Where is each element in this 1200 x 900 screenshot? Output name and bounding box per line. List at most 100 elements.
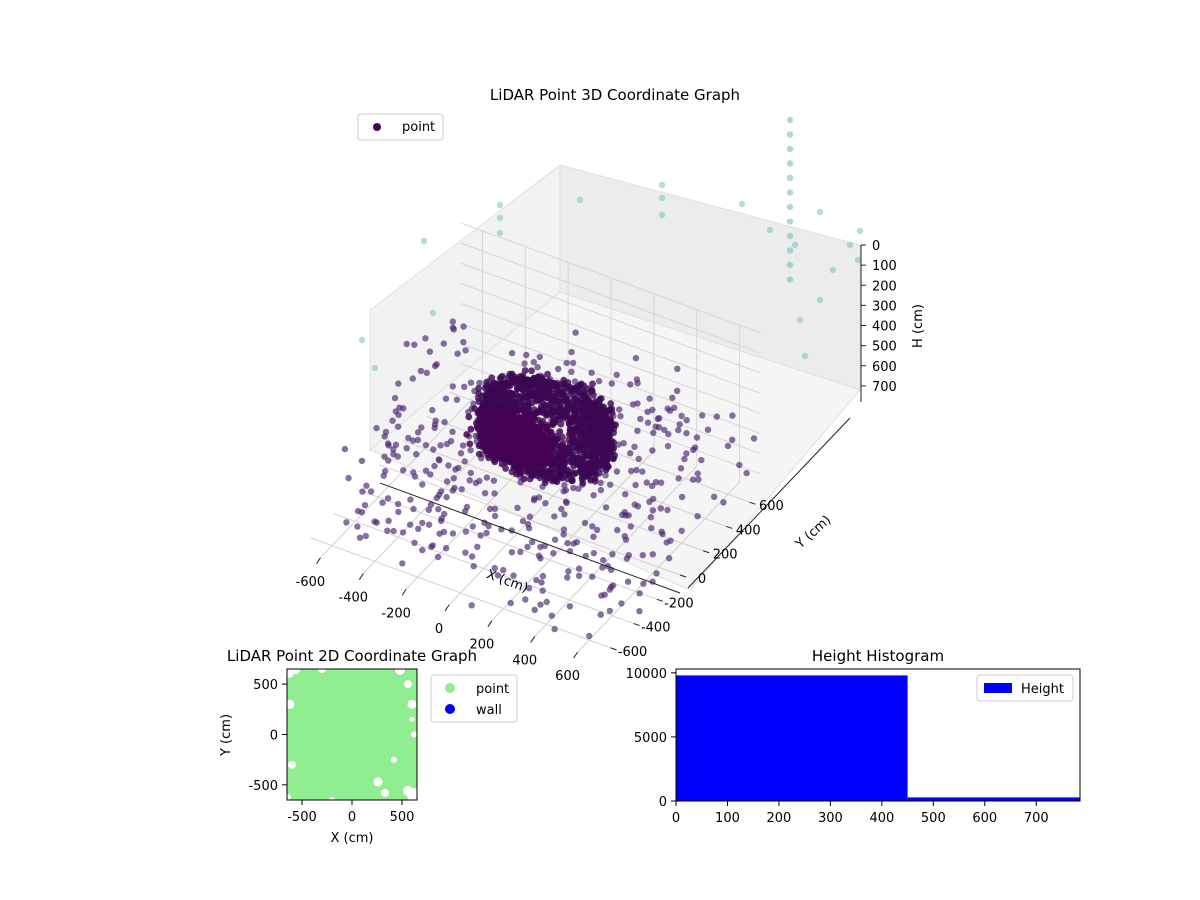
grid-line-back-h: [460, 262, 762, 374]
point-3d: [432, 417, 439, 424]
z-axis-label-3d: H (cm): [911, 304, 926, 348]
histogram-title: Height Histogram: [812, 647, 944, 665]
point-3d: [649, 551, 656, 558]
point-3d: [568, 437, 576, 445]
point-3d: [442, 545, 450, 552]
point-3d: [587, 469, 595, 477]
point-3d: [589, 573, 596, 580]
point-3d: [639, 552, 646, 559]
point-3d: [694, 470, 701, 477]
point-3d: [555, 365, 562, 373]
point-3d: [468, 602, 475, 609]
point-3d: [498, 373, 505, 381]
point-3d: [505, 456, 513, 463]
point-3d: [477, 532, 484, 539]
point-3d: [462, 549, 469, 556]
point-3d: [411, 539, 418, 546]
point-3d: [522, 596, 529, 603]
point-3d: [414, 429, 422, 436]
gap-2d: [411, 731, 417, 738]
point-3d: [557, 473, 565, 481]
point-3d: [588, 436, 595, 443]
point-3d: [395, 508, 402, 516]
point-3d: [640, 580, 647, 587]
point-3d: [590, 549, 597, 557]
point-3d: [599, 452, 606, 460]
point-3d: [568, 388, 576, 396]
point-3d: [546, 471, 553, 479]
point-3d: [460, 338, 467, 346]
point-3d: [678, 493, 686, 501]
point-3d: [533, 391, 540, 399]
point-3d: [618, 600, 625, 607]
point-3d: [575, 485, 582, 492]
x-tick-label-3d: 200: [469, 638, 494, 653]
point-3d: [643, 479, 650, 486]
point-3d: [599, 413, 607, 421]
point-3d: [373, 519, 380, 526]
point-3d: [622, 536, 630, 543]
point-3d: [500, 419, 507, 427]
point-3d: [411, 341, 418, 348]
point-3d: [545, 452, 553, 459]
point-3d: [729, 412, 736, 419]
point-3d: [597, 403, 605, 411]
point-3d: [616, 406, 623, 413]
gap-2d: [381, 788, 389, 797]
point-3d: [617, 413, 624, 420]
point-3d: [451, 484, 458, 492]
histogram-x-tick-label: 700: [1024, 811, 1049, 826]
point-3d: [414, 436, 422, 444]
y-tick-mark-3d: [749, 501, 756, 505]
point-3d: [560, 380, 568, 388]
point-3d: [431, 462, 438, 470]
point-3d: [522, 431, 530, 438]
point-3d-high: [496, 214, 504, 222]
x-tick-label-3d: 600: [555, 669, 580, 684]
chart-2d: LiDAR Point 2D Coordinate Graph -500 0 500…: [219, 647, 518, 846]
point-3d-high: [786, 116, 794, 124]
point-3d: [441, 418, 448, 426]
point-3d: [524, 376, 531, 384]
point-3d: [675, 426, 682, 434]
point-3d: [517, 428, 524, 436]
point-3d: [518, 468, 526, 476]
grid-line-y: [402, 440, 704, 552]
point-3d: [664, 506, 671, 514]
point-3d: [608, 380, 615, 387]
point-3d: [462, 528, 470, 535]
point-3d: [582, 440, 590, 448]
point-3d: [607, 400, 615, 407]
point-3d: [413, 451, 420, 458]
point-3d: [474, 543, 481, 550]
y-tick-mark-3d: [679, 574, 687, 578]
point-3d: [423, 369, 430, 376]
point-3d: [373, 424, 380, 432]
point-3d: [536, 353, 543, 361]
point-3d: [556, 410, 563, 417]
point-3d: [562, 498, 570, 505]
point-3d: [419, 519, 426, 527]
point-3d: [484, 422, 491, 430]
point-3d: [521, 360, 528, 367]
point-3d: [358, 509, 366, 516]
point-3d: [514, 504, 521, 511]
point-3d: [534, 416, 542, 424]
point-3d: [529, 381, 537, 388]
point-3d: [538, 384, 546, 392]
point-3d: [595, 420, 603, 428]
point-3d: [381, 433, 388, 440]
point-3d: [538, 448, 545, 456]
gap-2d: [404, 680, 412, 689]
point-3d: [589, 523, 596, 530]
point-3d: [475, 450, 483, 458]
z-tick-label-3d: 600: [872, 360, 897, 375]
point-3d: [526, 513, 534, 520]
point-3d-high: [856, 227, 864, 235]
x-tick-mark-3d: [530, 636, 536, 643]
gap-2d: [287, 794, 291, 800]
point-3d-high: [786, 174, 794, 182]
point-3d: [488, 374, 496, 382]
point-3d-high: [420, 237, 428, 245]
point-3d: [683, 417, 690, 424]
